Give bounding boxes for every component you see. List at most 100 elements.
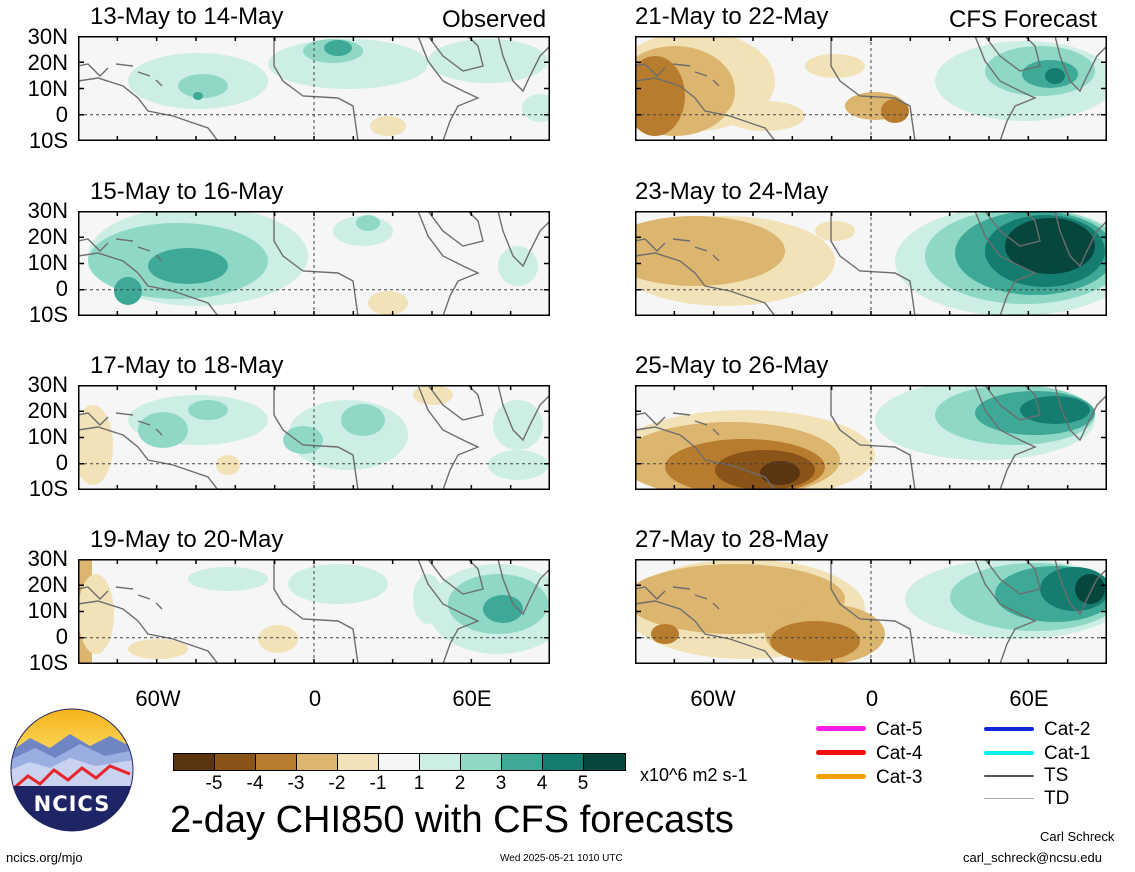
map-svg [635,211,1107,316]
coastline [417,211,480,316]
map-svg [635,36,1107,141]
map-panel-fc-1 [635,36,1107,141]
footer-timestamp: Wed 2025-05-21 1010 UTC [500,853,623,864]
anomaly-contour [78,405,113,485]
lat-label-eq: 0 [55,276,68,301]
panel-title-fc-3: 25-May to 26-May [635,352,829,379]
anomaly-contour [258,625,298,653]
footer-url: ncics.org/mjo [6,850,83,865]
legend-swatch-cat2 [984,727,1034,731]
anomaly-contour [522,94,550,122]
coastline [78,252,219,316]
lat-label-30n: 30N [27,24,68,49]
anomaly-contour [288,564,388,604]
map-svg [635,559,1107,664]
lat-label-eq: 0 [55,450,68,475]
panel-title-obs-4: 19-May to 20-May [90,526,284,553]
legend-swatch-cat5 [816,726,866,731]
anomaly-contour [725,101,805,131]
panel-title-obs-2: 15-May to 16-May [90,178,284,205]
ncics-logo: NCICS [10,708,134,832]
colorbar-tick: -4 [246,773,264,794]
colorbar-tick: 3 [495,773,507,794]
legend-label-cat5: Cat-5 [876,719,923,740]
coastline [974,211,1037,316]
map-panel-obs-3 [78,385,550,490]
anomaly-contour [324,40,352,56]
coastline [635,426,776,490]
colorbar-cell [255,753,297,771]
colorbar-cell [501,753,543,771]
coastline [427,211,484,247]
lat-label-20n: 20N [27,398,68,423]
anomaly-contour [770,621,860,661]
colorbar-tick: -5 [205,773,223,794]
colorbar-cell [173,753,215,771]
map-frame [635,559,1107,664]
anomaly-contour [635,56,685,136]
coastline [115,412,163,436]
map-panel-fc-4 [635,559,1107,664]
anomaly-contour [193,92,203,100]
coastline [78,77,219,141]
map-panel-obs-4 [78,559,550,664]
anomaly-contour [493,400,543,450]
legend-swatch-ts [984,775,1034,777]
map-svg [78,36,550,141]
colorbar-tick: 4 [536,773,548,794]
coastline [1054,211,1107,268]
coastline [672,586,720,610]
anomaly-contour [815,221,855,241]
map-panel-obs-1 [78,36,550,141]
coastline [635,600,776,664]
coastline [78,412,109,426]
map-frame [635,385,1107,490]
coastline [974,385,1037,490]
anomaly-contour [148,248,228,284]
coastline [984,559,1041,595]
coastline [830,36,916,141]
map-frame [635,36,1107,141]
lat-label-20n: 20N [27,50,68,75]
coastline [497,211,550,268]
colorbar-cell [337,753,379,771]
coastline [417,559,480,664]
lat-label-10s: 10S [28,302,68,327]
map-frame [78,559,550,664]
anomaly-contour [368,291,408,315]
anomaly-contour [428,39,548,83]
lon-label-60e: 60E [1009,686,1049,711]
colorbar-cell [583,753,626,771]
anomaly-contour [283,426,323,454]
map-panel-fc-2 [635,211,1107,316]
anomaly-contour [216,455,240,475]
coastline [78,426,219,490]
anomaly-contour [413,574,443,624]
lat-label-eq: 0 [55,624,68,649]
coastline [417,385,480,490]
coastline [115,63,163,87]
coastline [984,385,1041,421]
coastline [1054,36,1107,93]
map-frame [78,385,550,490]
coastline [427,559,484,595]
colorbar-cell [378,753,420,771]
anomaly-contour [114,277,142,305]
coastline [830,559,916,664]
coastline [78,600,219,664]
lat-label-20n: 20N [27,224,68,249]
main-title: 2-day CHI850 with CFS forecasts [170,799,734,841]
coastline [830,385,916,490]
colorbar-tick: -2 [328,773,346,794]
map-svg [78,211,550,316]
footer-email: carl_schreck@ncsu.edu [963,850,1102,865]
coastline [984,211,1041,247]
coastline [984,36,1041,72]
lon-label-60e: 60E [452,686,492,711]
lon-label-60w: 60W [690,686,736,711]
lat-label-10s: 10S [28,476,68,501]
anomaly-contour [881,99,909,123]
anomaly-contour [1075,574,1105,604]
legend-swatch-cat3 [816,774,866,779]
anomaly-contour [188,567,268,591]
